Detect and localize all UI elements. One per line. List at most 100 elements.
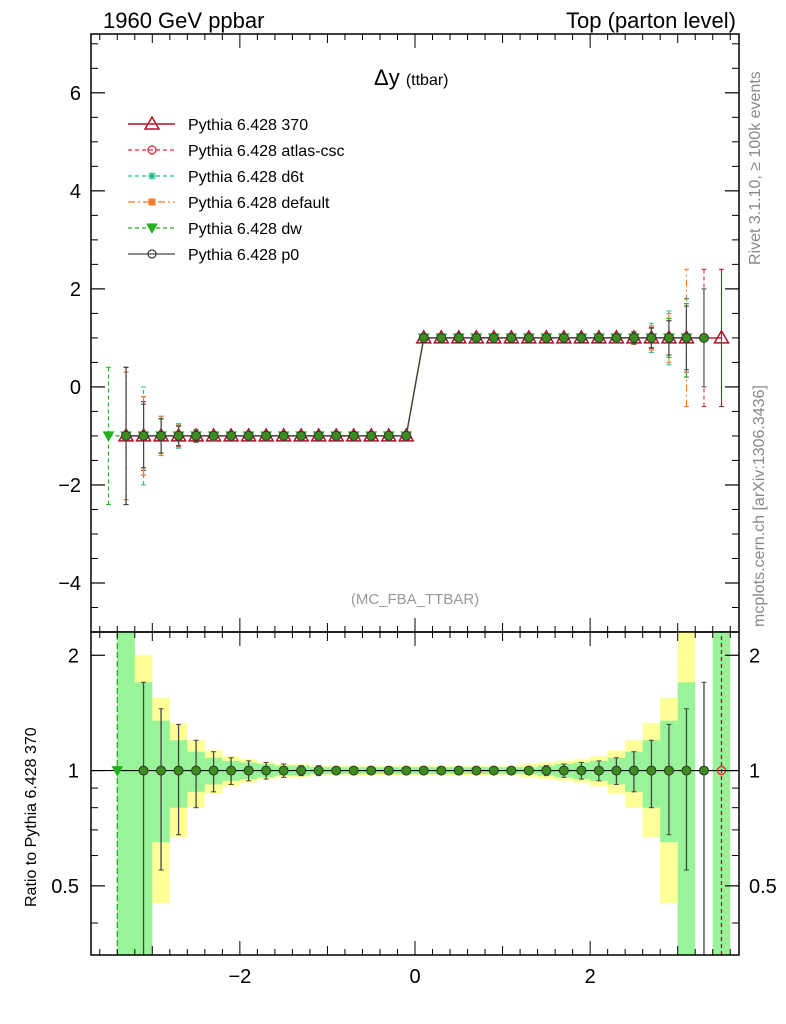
ratio-point	[663, 765, 674, 776]
ratio-point	[261, 765, 272, 776]
data-point	[156, 430, 167, 441]
ratio-panel: 0.5 0.5 1 1 2 2 −2 0 2 Ratio to Pythia 6.428 370	[23, 631, 777, 988]
series-2	[122, 303, 691, 501]
plot-title-main: Δy	[374, 65, 400, 90]
ratio-point	[156, 765, 167, 776]
data-point	[121, 430, 132, 441]
ratio-point	[471, 765, 482, 776]
legend-marker	[148, 198, 156, 206]
data-point	[663, 332, 674, 343]
legend-marker	[147, 249, 157, 259]
series-line-4	[108, 337, 687, 437]
ratio-ticks: 0.5 0.5 1 1 2 2 −2 0 2	[51, 632, 777, 988]
ratio-point	[296, 765, 307, 776]
y-tick-label: 4	[70, 181, 81, 203]
ratio-point	[576, 765, 587, 776]
data-point	[436, 332, 447, 343]
ratio-point	[138, 765, 149, 776]
ratio-point	[628, 765, 639, 776]
ratio-y-tick-label-right: 0.5	[749, 876, 777, 898]
ratio-point	[558, 765, 569, 776]
ratio-point	[401, 765, 412, 776]
data-point	[348, 430, 359, 441]
mcplots-label: mcplots.cern.ch [arXiv:1306.3436]	[751, 385, 768, 627]
header-right: Top (parton level)	[566, 8, 736, 33]
data-point	[173, 430, 184, 441]
ratio-y-tick-label: 1	[68, 761, 79, 783]
data-point	[611, 332, 622, 343]
ratio-y-tick-label-right: 2	[749, 645, 760, 667]
legend-label: Pythia 6.428 370	[188, 117, 308, 134]
ratio-ylabel: Ratio to Pythia 6.428 370	[23, 727, 40, 907]
data-point	[488, 332, 499, 343]
data-point	[191, 430, 202, 441]
legend-marker	[147, 145, 157, 155]
ratio-point	[593, 765, 604, 776]
ratio-y-tick-label: 2	[68, 645, 79, 667]
series-0	[117, 268, 730, 506]
data-point	[558, 332, 569, 343]
data-point	[226, 430, 237, 441]
ratio-point	[226, 765, 237, 776]
x-tick-label: −2	[228, 966, 251, 988]
data-point	[278, 430, 289, 441]
main-ticks: −4 −2 0 2 4 6	[58, 34, 739, 633]
series-3	[122, 268, 690, 501]
y-tick-label: 0	[70, 377, 81, 399]
series-line-5	[126, 337, 704, 437]
x-tick-label: 2	[585, 966, 596, 988]
ratio-point	[348, 765, 359, 776]
series-line-0	[126, 337, 722, 437]
ratio-point	[191, 765, 202, 776]
plot-title: Δy (ttbar)	[374, 65, 449, 90]
data-point	[296, 430, 307, 441]
data-point	[593, 332, 604, 343]
ratio-series-1	[111, 632, 124, 955]
legend-marker	[143, 115, 161, 130]
data-point	[102, 431, 115, 442]
data-point	[313, 430, 324, 441]
ratio-point	[681, 765, 692, 776]
plot-watermark: (MC_FBA_TTBAR)	[351, 591, 479, 608]
ratio-point	[331, 765, 342, 776]
data-point	[208, 430, 219, 441]
uncertainty-band-stat	[117, 632, 135, 955]
data-point	[576, 332, 587, 343]
ratio-point	[523, 765, 534, 776]
rivet-label: Rivet 3.1.10, ≥ 100k events	[747, 71, 764, 265]
legend-label: Pythia 6.428 default	[188, 195, 330, 212]
data-point	[628, 332, 639, 343]
data-point	[523, 332, 534, 343]
data-point	[506, 332, 517, 343]
y-tick-label: −2	[58, 475, 81, 497]
legend-marker	[146, 223, 158, 235]
ratio-point	[418, 765, 429, 776]
plot-title-sub: (ttbar)	[406, 72, 449, 89]
ratio-series-0	[138, 681, 709, 956]
ratio-point	[383, 765, 394, 776]
ratio-point	[506, 765, 517, 776]
ratio-point	[488, 765, 499, 776]
y-tick-label: 6	[70, 83, 81, 105]
x-tick-label: 0	[409, 966, 420, 988]
ratio-point	[313, 765, 324, 776]
data-point	[383, 430, 394, 441]
ratio-point	[366, 765, 377, 776]
series-5	[121, 288, 709, 506]
ratio-point	[208, 765, 219, 776]
data-point	[541, 332, 552, 343]
series-4	[102, 298, 693, 506]
ratio-point	[611, 765, 622, 776]
data-point	[471, 332, 482, 343]
data-point	[401, 430, 412, 441]
data-point	[453, 332, 464, 343]
ratio-point	[541, 765, 552, 776]
main-panel: −4 −2 0 2 4 6 Δy (ttbar) (MC_FBA_TTBAR) Pythi…	[58, 33, 740, 633]
data-point	[418, 332, 429, 343]
legend-marker	[148, 172, 156, 180]
ratio-point	[278, 765, 289, 776]
ratio-plot-content	[91, 632, 739, 956]
y-tick-label: −4	[58, 573, 81, 595]
data-point	[366, 430, 377, 441]
